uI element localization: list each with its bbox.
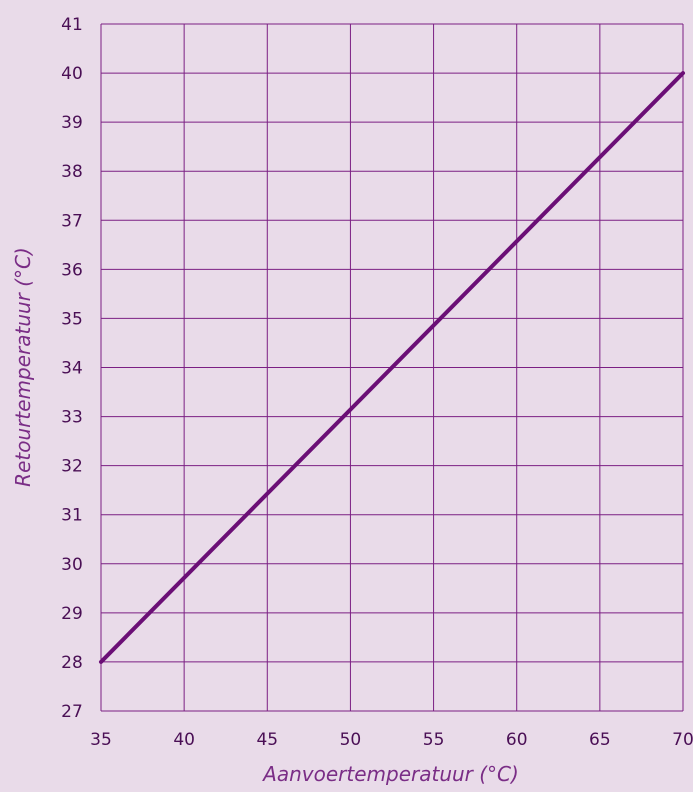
- y-tick-label: 28: [61, 653, 83, 673]
- x-tick-label: 55: [423, 730, 445, 750]
- y-tick-label: 33: [61, 408, 83, 428]
- y-tick-label: 34: [61, 359, 83, 379]
- y-tick-label: 31: [61, 506, 83, 526]
- y-tick-label: 36: [61, 260, 83, 280]
- x-tick-label: 70: [672, 730, 693, 750]
- y-tick-label: 37: [61, 211, 83, 231]
- y-tick-label: 38: [61, 162, 83, 182]
- tick-labels: 35 40 45 50 55 60 65 70 27 28 29 30 31 32 33 34 35 36 37 38…: [61, 15, 693, 750]
- x-tick-label: 40: [173, 730, 195, 750]
- y-tick-label: 29: [61, 604, 83, 624]
- y-tick-label: 30: [61, 555, 83, 575]
- x-tick-label: 35: [90, 730, 112, 750]
- y-tick-label: 39: [61, 113, 83, 133]
- series-line: [99, 71, 685, 664]
- series-layer: [99, 71, 685, 664]
- y-tick-label: 35: [61, 309, 83, 329]
- x-axis-title: Aanvoertemperatuur (°C): [261, 762, 519, 786]
- x-tick-label: 60: [506, 730, 528, 750]
- x-tick-label: 45: [256, 730, 278, 750]
- y-tick-label: 40: [61, 64, 83, 84]
- y-axis-title: Retourtemperatuur (°C): [11, 247, 35, 487]
- y-tick-label: 41: [61, 15, 83, 35]
- y-tick-label: 27: [61, 702, 83, 722]
- y-tick-label: 32: [61, 457, 83, 477]
- x-tick-label: 65: [589, 730, 611, 750]
- x-tick-label: 50: [340, 730, 362, 750]
